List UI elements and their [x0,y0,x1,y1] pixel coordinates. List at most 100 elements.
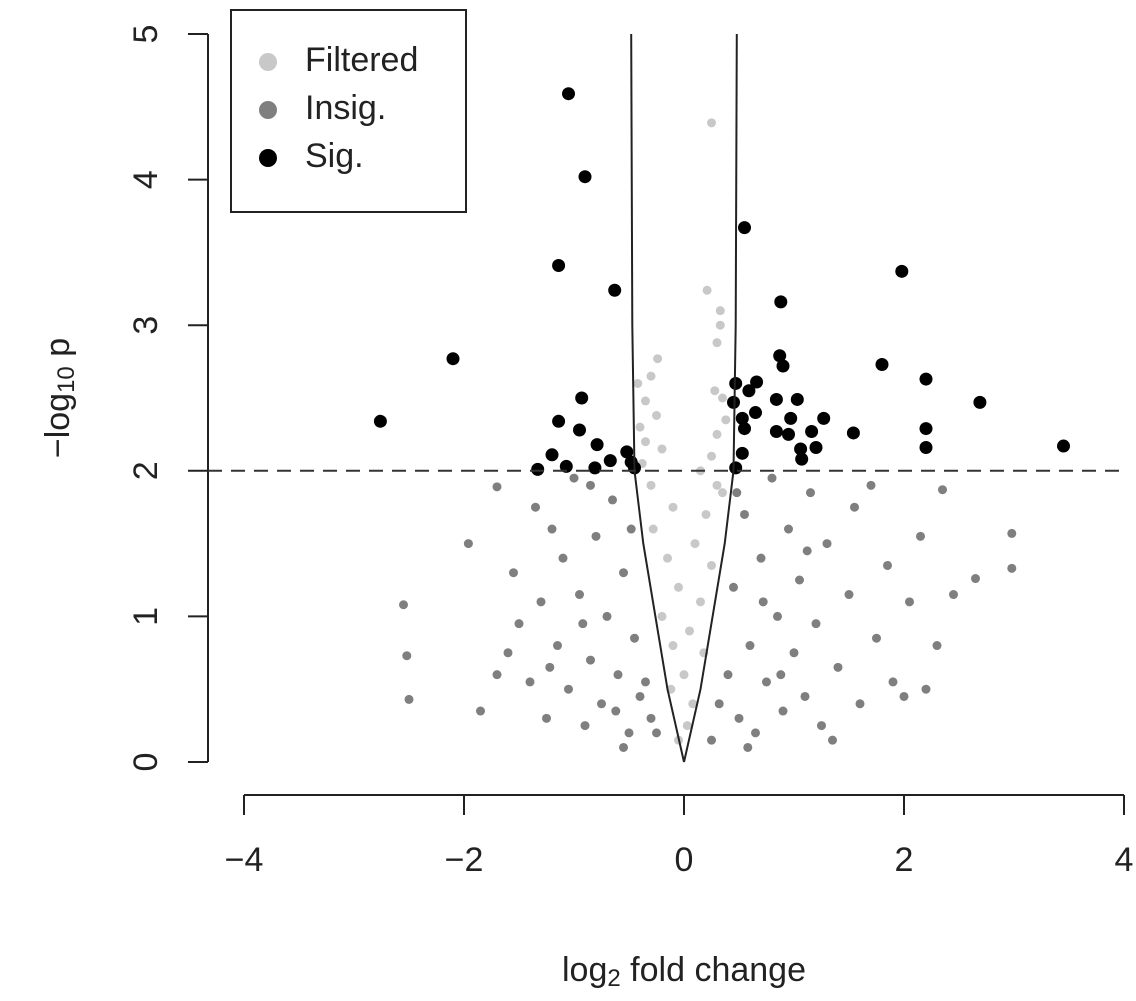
point [751,728,760,738]
point [1007,563,1017,573]
point [822,539,832,549]
point [758,597,768,607]
point [641,437,650,447]
point [652,728,661,738]
point [740,509,749,519]
point [575,391,589,405]
point [707,118,716,128]
point [916,531,925,541]
point [784,524,793,534]
threshold-curve [630,33,685,763]
point [776,359,790,373]
x-axis-label: log2 fold change [562,951,806,992]
point [738,422,751,436]
point [648,524,658,534]
point [712,480,722,490]
point [707,560,716,570]
point [611,706,621,716]
point [569,473,579,483]
point [707,735,716,745]
point [905,597,914,607]
point [769,424,783,438]
legend-marker [259,53,277,71]
y-axis-label: −log10 p [39,338,80,458]
point [641,396,650,406]
point [575,590,584,600]
point [613,670,623,680]
x-label-text: log [562,951,607,989]
point [552,259,566,273]
point [624,728,634,738]
point [652,410,661,420]
legend-marker [259,101,277,119]
point [774,295,788,309]
y-tick-label: 0 [127,753,165,772]
point [776,670,786,680]
point [602,611,612,621]
point [591,531,601,541]
x-tick-label: 0 [675,841,694,879]
point [559,459,573,473]
point [525,677,535,687]
point [509,568,518,578]
point [734,713,744,723]
point [646,371,656,381]
point [608,283,622,297]
point [872,633,881,643]
point [795,452,809,466]
point [735,446,749,460]
point [811,619,821,629]
point [663,553,672,563]
point [552,414,566,428]
point [603,454,617,468]
point [679,670,689,680]
point [817,721,826,731]
point [778,706,788,716]
point [531,502,540,512]
point [373,414,387,428]
point [735,411,749,425]
point [721,415,731,425]
point [833,662,843,672]
point [767,473,777,483]
point [805,424,819,438]
point [668,641,678,651]
point [545,662,555,672]
point [773,349,787,363]
point [545,448,559,462]
point [828,735,837,745]
point [590,438,604,452]
point [514,619,524,629]
point [806,488,815,498]
point [919,441,933,455]
point [696,597,705,607]
point [817,411,831,425]
point [745,641,755,651]
point [404,694,414,704]
point [846,426,860,440]
point [701,509,711,519]
point [742,384,756,398]
point [715,306,725,316]
point [635,691,645,701]
point [531,462,545,476]
point [446,352,460,366]
y-tick-label: 4 [127,170,165,189]
point [971,574,980,584]
point [714,699,724,709]
point [932,641,942,651]
point [718,393,727,403]
point [795,575,804,585]
point [973,395,987,409]
point [712,429,722,439]
legend-label: Sig. [305,137,364,175]
point [855,699,865,709]
point [875,358,889,372]
point [949,590,958,600]
point [784,411,798,425]
point [850,502,859,512]
point [762,677,771,687]
point [888,677,898,687]
point [399,600,408,610]
